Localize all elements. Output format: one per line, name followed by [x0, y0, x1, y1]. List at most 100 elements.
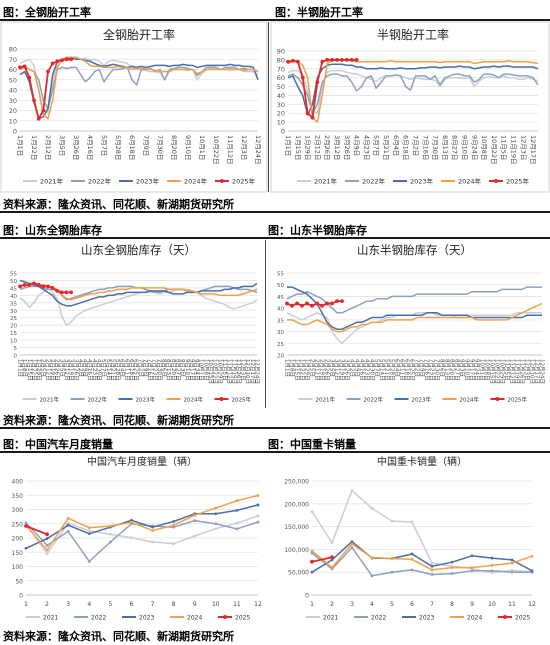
series-line-2025: [311, 556, 333, 563]
x-tick-label: 7月30日: [156, 359, 163, 381]
series-line-2021: [287, 69, 539, 114]
data-point-2021: [151, 540, 154, 544]
x-tick-label: 5: [108, 601, 112, 608]
x-tick-label: 10: [488, 601, 496, 608]
data-point-2025: [60, 58, 64, 63]
data-point-2025: [305, 111, 310, 116]
data-point-2021: [235, 521, 239, 525]
x-tick-label: 11月5日: [504, 359, 511, 381]
y-tick-label: 80: [9, 46, 17, 54]
y-tick-label: 0: [305, 593, 309, 600]
x-tick-label: 1月15日: [294, 359, 301, 381]
chart-title: 全钢胎开工率: [103, 27, 175, 42]
x-tick-label: 7月30日: [431, 135, 439, 160]
data-point-2024: [350, 542, 354, 546]
x-tick-label: 5月21日: [384, 359, 391, 381]
x-tick-label: 12月24日: [254, 135, 262, 165]
data-point-2025: [22, 64, 27, 69]
chart-title: 中国汽车月度销量（辆）: [87, 455, 197, 468]
series-line-2022: [25, 519, 259, 563]
data-point-2022: [24, 521, 28, 525]
y-tick-label: 60: [277, 74, 285, 82]
y-tick-label: 30: [277, 330, 284, 336]
data-point-2022: [87, 559, 91, 563]
chart-frame: [270, 21, 550, 193]
data-point-2021: [350, 489, 354, 492]
y-tick-label: 40: [10, 294, 17, 300]
legend-label-2021: 2021年: [40, 396, 60, 404]
x-tick-label: 1月29日: [304, 359, 311, 381]
x-tick-label: 2月5日: [40, 359, 47, 377]
data-point-2025: [320, 303, 324, 308]
x-tick-label: 6: [130, 601, 134, 608]
data-point-2024: [235, 499, 239, 503]
x-tick-label: 10月15日: [207, 359, 214, 384]
data-point-2025: [55, 288, 60, 293]
x-tick-label: 10月22日: [494, 359, 501, 384]
data-point-2025: [27, 283, 32, 287]
data-point-2021: [45, 552, 49, 556]
y-tick-label: 200: [12, 536, 24, 543]
x-tick-label: 5月14日: [379, 359, 386, 381]
data-point-2024: [45, 548, 49, 552]
y-tick-label: 90: [277, 48, 285, 56]
header-china-heavy-truck-sales: 图：中国重卡销量: [268, 438, 356, 451]
x-tick-label: 8月13日: [444, 359, 451, 381]
x-tick-label: 1月8日: [289, 359, 296, 377]
data-point-2024: [530, 554, 534, 558]
data-point-2025: [24, 524, 28, 528]
x-tick-label: 7月30日: [156, 135, 164, 160]
x-tick-label: 9月17日: [188, 359, 195, 381]
y-tick-label: 400: [12, 479, 24, 486]
x-tick-label: 3月12日: [333, 135, 341, 160]
y-tick-label: 50: [277, 83, 285, 91]
x-tick-label: 3月26日: [72, 135, 80, 160]
y-tick-label: 250: [12, 521, 24, 528]
data-point-2024: [470, 566, 474, 570]
y-tick-label: 10: [10, 339, 17, 345]
x-tick-label: 3: [66, 601, 70, 608]
x-tick-label: 7月16日: [421, 135, 429, 160]
legend-marker-2025: [219, 397, 224, 401]
x-tick-label: 3月5日: [58, 359, 65, 377]
x-tick-label: 10月29日: [499, 359, 506, 384]
data-point-2025: [41, 284, 46, 289]
data-point-2023: [310, 570, 314, 574]
x-tick-label: 10月29日: [216, 359, 223, 384]
x-tick-label: 5月21日: [382, 135, 390, 160]
series-line-2024: [25, 494, 259, 551]
data-point-2025: [69, 290, 74, 295]
x-tick-label: 7月23日: [429, 359, 436, 381]
data-point-2024: [410, 558, 414, 561]
x-tick-label: 10月8日: [484, 359, 491, 381]
legend-label-2025: 2025年: [232, 177, 256, 186]
y-tick-label: 0: [14, 354, 18, 360]
x-tick-label: 10月22日: [212, 359, 219, 384]
legend-label-2023: 2023年: [412, 396, 432, 404]
y-tick-label: 150,000: [284, 524, 309, 531]
x-tick-label: 6月4日: [119, 359, 126, 377]
x-tick-label: 2月19日: [49, 359, 56, 381]
series-line-2025: [25, 525, 48, 536]
x-tick-label: 10月8日: [202, 359, 209, 381]
data-point-2025: [291, 58, 295, 63]
x-tick-label: 2月19日: [319, 359, 326, 381]
source-rule-1: [0, 211, 550, 213]
y-tick-label: 150: [12, 550, 24, 557]
x-tick-label: 12月17日: [529, 135, 537, 165]
x-tick-label: 1月22日: [30, 135, 38, 160]
y-tick-label: 35: [10, 301, 17, 307]
x-tick-label: 5月28日: [389, 359, 396, 381]
data-point-2023: [24, 546, 28, 550]
x-tick-label: 10月8日: [480, 135, 488, 160]
data-point-2022: [470, 569, 474, 573]
legend-label-2022: 2022年: [364, 396, 384, 404]
data-point-2023: [510, 558, 514, 562]
y-tick-label: 50,000: [288, 570, 309, 577]
y-tick-label: 50: [277, 283, 284, 289]
x-tick-label: 9月10日: [184, 359, 191, 381]
data-point-2025: [285, 301, 289, 306]
x-tick-label: 9月24日: [474, 359, 481, 381]
legend-label-2023: 2023: [419, 615, 434, 622]
